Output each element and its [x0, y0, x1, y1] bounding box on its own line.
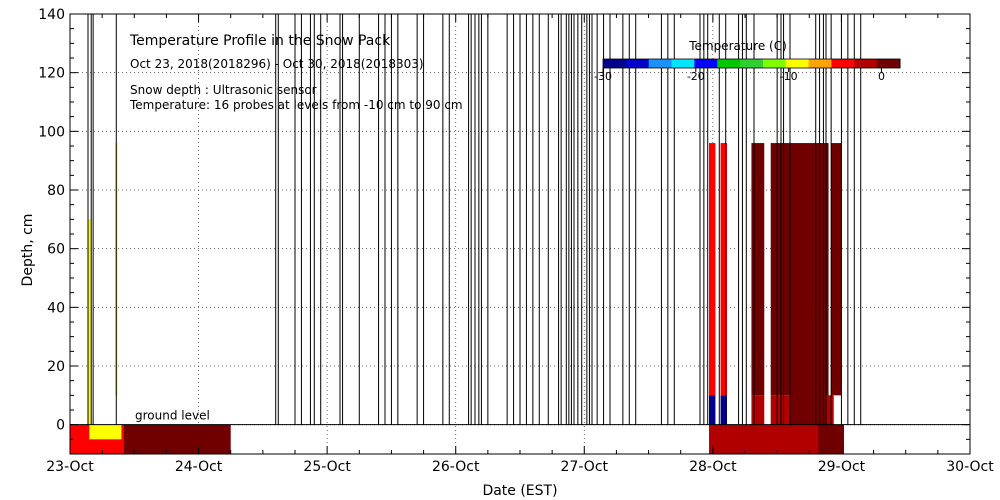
y-tick-label: 40: [47, 300, 65, 316]
colorbar-tick-label: -10: [780, 70, 798, 83]
colorbar-swatch: [762, 59, 787, 68]
temperature-cell: [770, 143, 790, 396]
colorbar: -30 -20 -10 0: [594, 58, 901, 83]
y-tick-label: 100: [38, 124, 65, 140]
snow-depth-spikes: [87, 14, 862, 425]
temperature-cell: [770, 395, 790, 425]
y-tick-label: 120: [38, 66, 65, 82]
y-tick-label: 0: [56, 418, 65, 434]
y-axis-ticks: 0 20 40 60 80 100 120 140: [38, 7, 970, 455]
ground-label: ground level: [135, 409, 210, 423]
x-tick-label: 25-Oct: [303, 459, 351, 475]
temperature-cell: [89, 424, 122, 440]
y-tick-label: 140: [38, 7, 65, 23]
colorbar-swatch: [808, 59, 832, 68]
y-axis-label: Depth, cm: [20, 214, 36, 287]
temperature-cell: [124, 424, 231, 454]
x-tick-label: 24-Oct: [175, 459, 223, 475]
temperature-cell: [751, 395, 765, 425]
colorbar-swatch: [694, 59, 718, 68]
colorbar-tick-label: -20: [687, 70, 705, 83]
chart-title: Temperature Profile in the Snow Pack: [129, 33, 391, 49]
colorbar-swatch: [648, 59, 673, 68]
temperature-cell: [709, 395, 716, 425]
temperature-cell: [818, 424, 844, 454]
colorbar-title: Temperature (C): [688, 39, 787, 53]
colorbar-swatch: [625, 59, 650, 68]
x-tick-label: 30-Oct: [946, 459, 994, 475]
colorbar-tick-label: 0: [878, 70, 885, 83]
x-tick-label: 26-Oct: [432, 459, 480, 475]
temperature-cell: [88, 219, 91, 425]
colorbar-swatch: [854, 59, 878, 68]
temperature-cell: [720, 143, 727, 396]
y-tick-label: 60: [47, 242, 65, 258]
colorbar-tick-label: -30: [594, 70, 612, 83]
temperature-cell: [826, 395, 834, 425]
temperature-cell: [751, 143, 765, 396]
colorbar-frame: [602, 58, 901, 69]
y-tick-label: 80: [47, 183, 65, 199]
x-tick-label: 28-Oct: [689, 459, 737, 475]
note-snow-depth: Snow depth : Ultrasonic sensor: [130, 83, 317, 97]
colorbar-swatch: [740, 59, 764, 68]
colorbar-swatch: [877, 59, 901, 68]
y-tick-label: 20: [47, 359, 65, 375]
colorbar-swatch: [831, 59, 855, 68]
colorbar-swatch: [785, 59, 810, 68]
x-axis-ticks: 23-Oct 24-Oct 25-Oct 26-Oct 27-Oct 28-Oct 29-O…: [46, 14, 994, 475]
temperature-cell: [831, 143, 842, 396]
colorbar-swatch: [717, 59, 741, 68]
x-axis-label: Date (EST): [482, 483, 557, 499]
temperature-cell: [709, 143, 716, 396]
chart-subtitle: Oct 23, 2018(2018296) - Oct 30, 2018(201…: [130, 57, 424, 71]
x-tick-label: 27-Oct: [561, 459, 609, 475]
colorbar-swatch: [671, 59, 695, 68]
note-temperature: Temperature: 16 probes at levels from -1…: [129, 98, 463, 112]
x-tick-label: 29-Oct: [818, 459, 866, 475]
colorbar-swatch: [603, 59, 627, 68]
x-tick-label: 23-Oct: [46, 459, 94, 475]
temperature-cell: [790, 143, 829, 425]
temperature-cell: [720, 395, 727, 425]
